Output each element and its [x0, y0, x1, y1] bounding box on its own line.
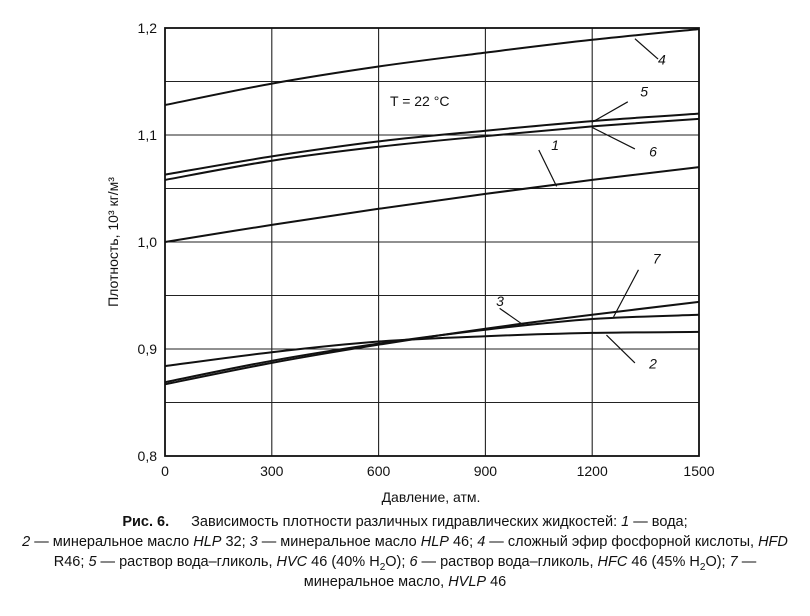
- caption-t4c: R46;: [53, 554, 85, 570]
- caption-n5: 5: [88, 554, 97, 570]
- caption-t3c: 46;: [448, 534, 474, 550]
- series-line-5: [164, 112, 700, 176]
- leader-line-2: [606, 334, 636, 364]
- series-label-5: 5: [640, 83, 648, 99]
- y-tick-label: 1,2: [138, 20, 158, 36]
- caption-t4b: HFD: [758, 534, 788, 550]
- y-tick-label: 1,0: [138, 234, 158, 250]
- series-line-1: [164, 166, 700, 243]
- caption-n7: 7: [729, 554, 738, 570]
- series-line-4: [164, 28, 700, 106]
- caption-intro: Зависимость плотности различных гидравли…: [191, 514, 618, 530]
- caption-t1: — вода;: [629, 514, 688, 530]
- y-tick-label: 0,8: [138, 448, 158, 464]
- caption-t3b: HLP: [420, 534, 449, 550]
- x-tick-label: 900: [474, 463, 498, 479]
- caption-t6e: O);: [705, 554, 726, 570]
- x-axis-label: Давление, атм.: [382, 489, 481, 505]
- caption-n4: 4: [477, 534, 486, 550]
- caption-t7c: 46: [486, 574, 507, 590]
- caption-t3a: — минеральное масло: [257, 534, 421, 550]
- series-label-3: 3: [496, 293, 504, 309]
- temperature-annotation: T = 22 °C: [390, 93, 449, 109]
- caption-t6c: 46 (45% H: [627, 554, 700, 570]
- caption-t5c: 46 (40% H: [307, 554, 380, 570]
- caption-t7b: HVLP: [448, 574, 487, 590]
- caption-t7a: — минеральное масло,: [303, 554, 757, 590]
- tick-labels: 0 300 600 900 1200 1500 0,8 0,9 1,0 1,1 1,2: [138, 20, 715, 479]
- leader-line-6: [591, 126, 636, 150]
- caption-t2b: HLP: [193, 534, 222, 550]
- leader-line-3: [499, 307, 522, 324]
- series-labels: 1 2 3 45 6 7: [496, 38, 666, 371]
- series-line-2: [164, 330, 700, 368]
- grid: [165, 28, 699, 456]
- x-tick-label: 600: [367, 463, 391, 479]
- y-tick-label: 1,1: [138, 127, 158, 143]
- caption-t5b: HVC: [276, 554, 308, 570]
- x-tick-label: 300: [260, 463, 284, 479]
- caption-figure-number: Рис. 6.: [122, 514, 170, 530]
- series-curves: [164, 28, 700, 386]
- y-tick-label: 0,9: [138, 341, 158, 357]
- caption-t2c: 32;: [221, 534, 246, 550]
- series-label-7: 7: [653, 250, 662, 266]
- caption-t2a: — минеральное масло: [30, 534, 194, 550]
- y-axis-label: Плотность, 10³ кг/м³: [105, 177, 121, 307]
- series-label-6: 6: [649, 143, 657, 159]
- caption-t5e: O);: [385, 554, 406, 570]
- x-tick-label: 0: [161, 463, 169, 479]
- density-chart: 0 300 600 900 1200 1500 0,8 0,9 1,0 1,1 1,2 1 2 3 45 6…: [105, 20, 715, 505]
- series-label-1: 1: [551, 137, 559, 153]
- caption-t6a: — раствор вода–гликоль,: [417, 554, 598, 570]
- x-tick-label: 1500: [683, 463, 714, 479]
- caption-t4a: — сложный эфир фосфорной кислоты,: [485, 534, 759, 550]
- caption-n6: 6: [409, 554, 418, 570]
- caption-t5a: — раствор вода–гликоль,: [96, 554, 277, 570]
- leader-line-5: [591, 101, 629, 123]
- caption-t6d: 2: [699, 561, 706, 573]
- leader-line-4: [634, 38, 659, 60]
- caption-t5d: 2: [379, 561, 386, 573]
- figure-caption: Рис. 6. Зависимость плотности различных г…: [14, 512, 796, 592]
- caption-n3: 3: [249, 534, 258, 550]
- x-tick-label: 1200: [577, 463, 608, 479]
- caption-t6b: HFC: [597, 554, 628, 570]
- caption-n2: 2: [22, 534, 31, 550]
- leader-line-1: [538, 149, 558, 187]
- series-line-7: [164, 300, 700, 386]
- series-label-2: 2: [648, 355, 657, 371]
- series-label-4: 4: [658, 51, 666, 67]
- leader-line-7: [613, 269, 640, 318]
- caption-n1: 1: [621, 514, 630, 530]
- series-line-6: [164, 117, 700, 181]
